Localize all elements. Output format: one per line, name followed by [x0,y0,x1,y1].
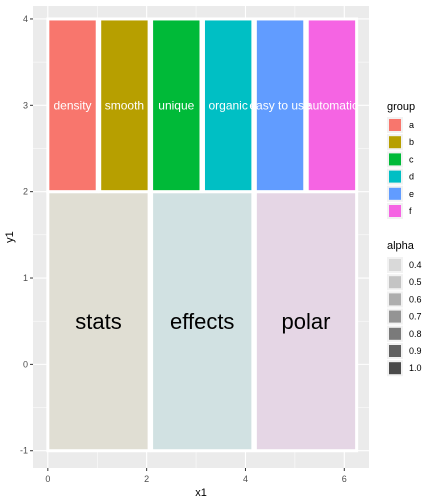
legend-label: 0.6 [409,294,422,304]
bottom-tile-label: polar [282,309,331,334]
y-tick-label: 3 [23,100,28,110]
bottom-tile-label: effects [170,309,234,334]
top-tile-label: smooth [105,98,144,112]
legend-alpha-title: alpha [387,240,415,252]
legend-key [389,362,401,374]
legend-key [389,171,401,183]
legend-key [389,293,401,305]
x-axis-title: x1 [195,487,207,499]
legend-label: c [409,154,414,164]
top-tile-label: automatic [306,98,358,112]
legend-key [389,136,401,148]
x-tick-label: 0 [45,474,50,484]
x-tick-label: 6 [342,474,347,484]
legend-key [389,276,401,288]
legend-label: 0.4 [409,260,422,270]
legend-key [389,205,401,217]
y-tick-label: 4 [23,14,28,24]
x-tick-label: 2 [144,474,149,484]
legend-label: e [409,189,414,199]
legend-label: 0.5 [409,277,422,287]
legend-label: f [409,206,412,216]
y-axis: -1 0 1 2 3 4 [20,14,33,456]
legend-alpha: alpha 0.4 0.5 0.6 0.7 0.8 0.9 1.0 [387,240,422,376]
legend-label: 1.0 [409,363,422,373]
legend-key [389,328,401,340]
y-tick-label: -1 [20,446,28,456]
y-axis-title: y1 [4,231,16,243]
x-axis: 0 2 4 6 [45,468,346,484]
x-tick-label: 4 [243,474,248,484]
legend-label: a [409,120,414,130]
legend-key [389,311,401,323]
legend-label: b [409,137,414,147]
bottom-tiles: stats effects polar [48,192,357,451]
top-tile-label: easy to use [249,98,311,112]
top-tile-label: organic [208,98,247,112]
legend-group-title: group [387,101,415,113]
bottom-tile-label: stats [75,309,121,334]
legend-key [389,119,401,131]
legend-key [389,188,401,200]
legend-label: 0.8 [409,329,422,339]
legend-label: 0.7 [409,312,422,322]
top-tile-label: unique [158,98,194,112]
top-tiles: density smooth unique organic easy to useaut… [48,19,358,192]
legend-key [389,345,401,357]
y-tick-label: 0 [23,359,28,369]
y-tick-label: 2 [23,187,28,197]
y-tick-label: 1 [23,273,28,283]
legend-label: 0.9 [409,346,422,356]
legend-key [389,259,401,271]
legend-label: d [409,172,414,182]
legend-key [389,153,401,165]
top-tile-label: density [54,98,92,112]
